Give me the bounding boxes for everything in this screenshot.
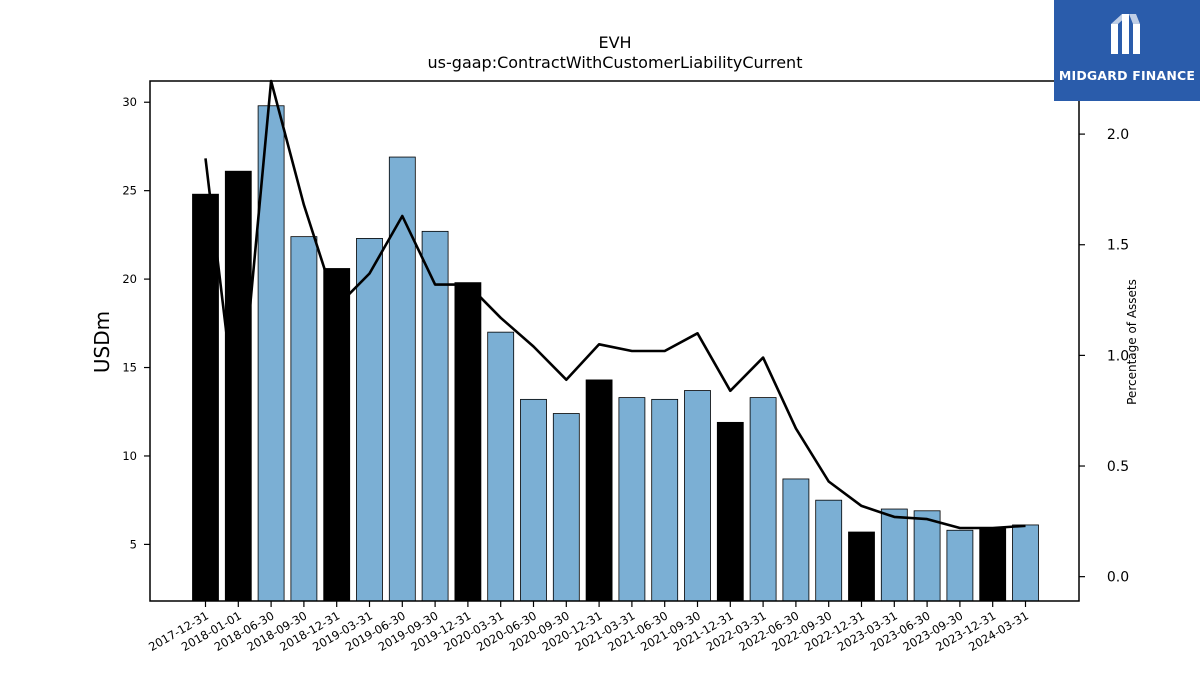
bar-2018-09-30 — [290, 236, 318, 602]
bar-2019-12-31 — [454, 282, 482, 602]
bar-2022-03-31 — [749, 397, 777, 602]
right-axis: 0.0 0.5 1.0 1.5 2.0 — [1079, 127, 1129, 586]
y2-tick-label-1: 0.5 — [1107, 459, 1129, 475]
y-tick-label-25: 25 — [122, 184, 137, 198]
bar-2023-03-31 — [880, 508, 908, 602]
y2-axis-label: Percentage of Assets — [1125, 279, 1139, 405]
y2-tick-label-3: 1.5 — [1107, 238, 1129, 254]
bar-2020-06-30 — [520, 398, 547, 602]
y-axis-label: USDm — [90, 311, 114, 373]
y2-tick-label-2: 1.0 — [1107, 348, 1129, 364]
y-tick-label-20: 20 — [122, 272, 137, 286]
percentage-line — [204, 79, 1026, 530]
left-axis: 5 10 15 20 25 30 — [122, 95, 150, 551]
midgard-m-icon — [1111, 14, 1140, 54]
bar-2024-03-31 — [1012, 524, 1039, 602]
x-axis: 2017-12-312018-01-012018-06-302018-09-30… — [146, 601, 1031, 654]
bar-2017-12-31 — [192, 193, 219, 602]
bar-2021-09-30 — [684, 390, 711, 602]
y-tick-label-15: 15 — [122, 361, 137, 375]
y2-tick-label-4: 2.0 — [1107, 127, 1129, 143]
bar-2020-12-31 — [585, 379, 613, 602]
bar-2022-09-30 — [815, 499, 843, 602]
bar-2020-09-30 — [552, 413, 580, 602]
bar-2018-06-30 — [257, 105, 285, 602]
bar-2023-06-30 — [913, 510, 941, 602]
bar-2022-06-30 — [782, 478, 810, 602]
bar-2019-09-30 — [421, 230, 449, 602]
bar-2019-03-31 — [356, 238, 383, 602]
bar-2020-03-31 — [487, 331, 515, 602]
bar-2021-12-31 — [716, 421, 744, 602]
logo-text: MIDGARD FINANCE — [1058, 68, 1196, 83]
chart-subtitle: us-gaap:ContractWithCustomerLiabilityCur… — [428, 53, 803, 72]
bar-2022-12-31 — [848, 531, 875, 602]
bar-2021-03-31 — [618, 397, 646, 602]
bars-group — [192, 105, 1039, 602]
plot-frame — [149, 80, 1080, 602]
y-tick-label-5: 5 — [130, 537, 137, 551]
y-tick-label-30: 30 — [122, 95, 137, 109]
bar-2018-01-01 — [224, 170, 252, 602]
chart-title: EVH — [598, 33, 631, 52]
line-group — [204, 79, 1026, 530]
bar-2023-12-31 — [979, 528, 1007, 602]
bar-2018-12-31 — [323, 268, 351, 602]
y2-tick-label-0: 0.0 — [1107, 570, 1129, 586]
bar-2019-06-30 — [388, 156, 416, 602]
brand-logo: MIDGARD FINANCE — [1054, 0, 1200, 101]
bar-2023-09-30 — [946, 529, 974, 602]
y-tick-label-10: 10 — [122, 449, 137, 463]
bar-2021-06-30 — [651, 398, 679, 602]
